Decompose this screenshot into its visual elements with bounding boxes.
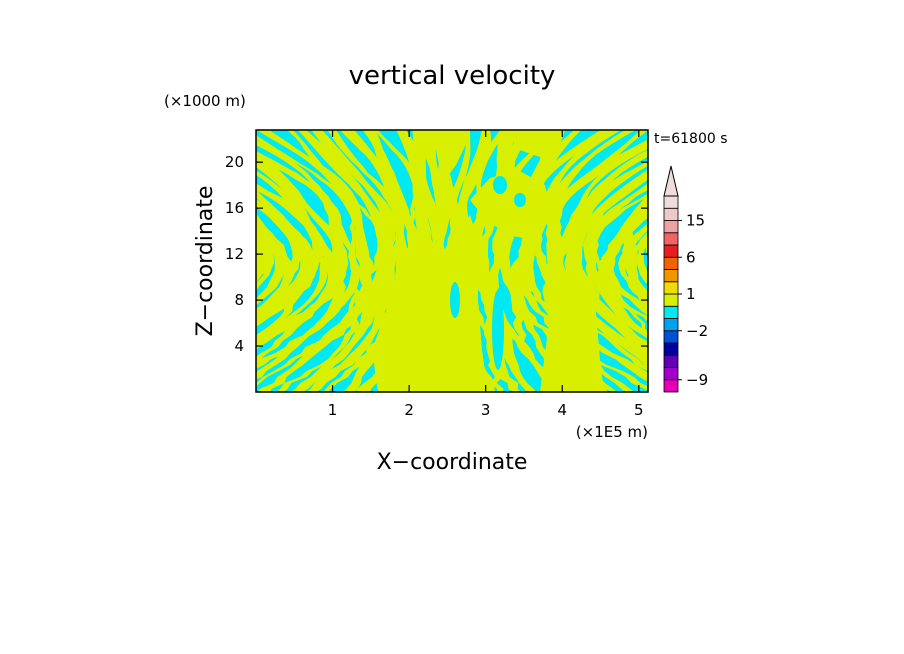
positive-velocity-band — [599, 207, 648, 316]
colorbar-swatch — [663, 207, 679, 221]
y-axis-label: Z−coordinate — [193, 186, 218, 337]
colorbar-swatch — [663, 220, 679, 234]
colorbar-swatch — [663, 195, 679, 209]
colorbar: 15 6 1 −2 −9 — [663, 165, 708, 393]
x-tick-label: 3 — [481, 401, 491, 419]
x-tick-label: 5 — [634, 401, 644, 419]
downdraft-pocket — [493, 176, 507, 194]
colorbar-swatch — [663, 318, 679, 332]
positive-velocity-band — [256, 219, 286, 306]
updraft-plume — [432, 130, 470, 180]
positive-velocity-band — [636, 232, 648, 286]
x-axis-label: X−coordinate — [377, 450, 528, 475]
downdraft-pocket — [492, 290, 504, 370]
x-tick-label: 1 — [328, 401, 338, 419]
positive-velocity-band — [597, 194, 648, 322]
positive-velocity-band — [306, 130, 397, 392]
colorbar-tick-label: −2 — [686, 322, 708, 340]
colorbar-swatch — [663, 342, 679, 356]
time-label: t=61800 s — [654, 131, 728, 147]
positive-velocity-band — [621, 203, 648, 318]
colorbar-swatch — [663, 354, 679, 368]
colorbar-tick-label: 1 — [686, 285, 696, 303]
colorbar-swatch — [663, 330, 679, 344]
colorbar-swatch — [663, 305, 679, 319]
positive-velocity-band — [322, 130, 403, 392]
colorbar-swatch — [663, 269, 679, 283]
positive-velocity-band — [256, 170, 329, 344]
updraft-plume — [505, 130, 565, 160]
y-unit-label: (×1000 m) — [164, 92, 246, 110]
colorbar-swatch — [663, 379, 679, 393]
colorbar-swatch — [663, 232, 679, 246]
positive-velocity-band — [290, 130, 391, 392]
velocity-field — [256, 130, 648, 392]
y-tick-label: 4 — [234, 337, 244, 355]
colorbar-swatch — [663, 293, 679, 307]
positive-velocity-band — [256, 140, 360, 380]
y-tick-label: 8 — [234, 291, 244, 309]
y-tick-label: 12 — [225, 245, 244, 263]
chart-title: vertical velocity — [349, 61, 556, 91]
colorbar-swatch — [663, 281, 679, 295]
positive-velocity-band — [256, 236, 265, 277]
colorbar-swatch — [663, 367, 679, 381]
positive-velocity-band — [582, 183, 648, 339]
colorbar-swatch — [663, 244, 679, 258]
x-unit-label: (×1E5 m) — [576, 423, 648, 441]
colorbar-swatch — [663, 256, 679, 270]
plot-frame — [255, 129, 649, 393]
updraft-plume — [470, 170, 552, 240]
y-tick-label: 16 — [225, 199, 244, 217]
positive-velocity-band — [618, 223, 648, 303]
colorbar-extend-arrow — [663, 165, 679, 197]
colorbar-tick-label: −9 — [686, 371, 708, 389]
positive-velocity-band — [645, 238, 648, 255]
colorbar-tick-label: 15 — [686, 212, 705, 230]
y-tick-label: 20 — [225, 153, 244, 171]
positive-velocity-band — [585, 174, 648, 346]
x-tick-label: 2 — [404, 401, 414, 419]
x-tick-label: 4 — [557, 401, 567, 419]
positive-velocity-band — [256, 130, 374, 392]
downdraft-pocket — [514, 193, 526, 207]
positive-velocity-band — [256, 153, 349, 364]
downdraft-pocket — [450, 282, 460, 318]
positive-velocity-band — [256, 212, 295, 314]
positive-velocity-band — [627, 231, 648, 298]
colorbar-tick-label: 6 — [686, 248, 696, 266]
updraft-plume — [540, 270, 604, 392]
